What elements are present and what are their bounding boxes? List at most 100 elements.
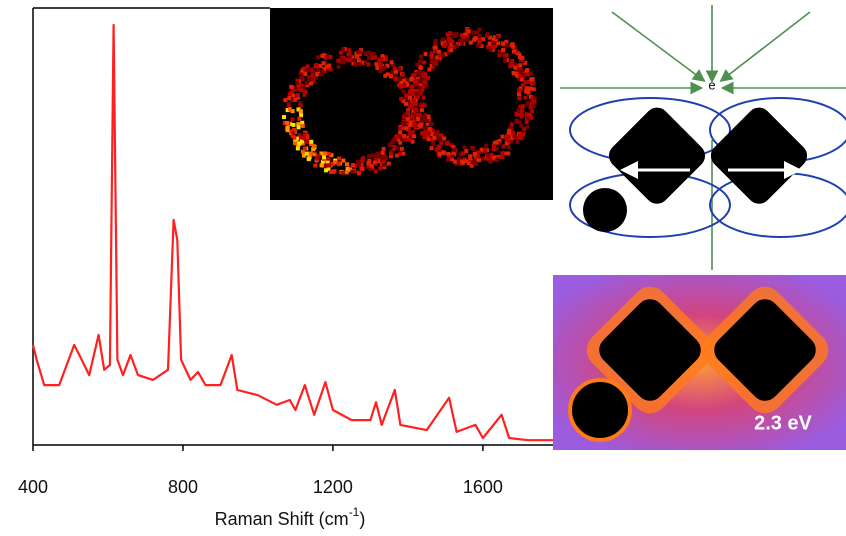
heat-pixel [293,97,298,102]
heat-pixel [368,166,373,171]
heat-pixel [512,49,517,54]
heat-pixel [329,153,334,158]
heat-pixel [500,155,505,160]
heat-pixel [410,139,415,144]
heat-pixel [437,152,442,157]
heat-pixel [372,160,377,165]
heat-pixel [339,57,344,62]
heat-pixel [374,153,379,158]
sers-map-inset [270,8,553,200]
heat-pixel [410,114,415,119]
heat-pixel [421,118,426,123]
heat-pixel [294,136,299,141]
heat-pixel [515,139,520,144]
heat-pixel [305,137,310,142]
heat-pixel [309,139,314,144]
heat-pixel [363,60,368,65]
heat-pixel [421,84,426,89]
heat-pixel [326,67,331,72]
heat-pixel [396,137,401,142]
heat-pixel [319,72,324,77]
heat-pixel [507,128,512,133]
heat-pixel [358,62,363,67]
heat-pixel [354,169,359,174]
heat-pixel [408,123,413,128]
heat-pixel [452,33,457,38]
heat-pixel [412,134,417,139]
heat-pixel [514,49,519,54]
heat-pixel [481,37,486,42]
heat-pixel [414,123,419,128]
heat-pixel [285,125,290,130]
heat-pixel [415,113,420,118]
heat-pixel [383,55,388,60]
heat-pixel [290,117,295,122]
heat-pixel [518,55,523,60]
x-label-sup: -1 [349,505,360,519]
heat-pixel [479,150,484,155]
heat-pixel [494,140,499,145]
heat-pixel [525,72,530,77]
heat-pixel [468,156,473,161]
heat-pixel [407,95,412,100]
heat-pixel [328,54,333,59]
heat-pixel [446,37,451,42]
heat-pixel [286,102,291,107]
heat-pixel [311,147,316,152]
heat-pixel [435,55,440,60]
heat-pixel [370,153,375,158]
heat-pixel [345,166,350,171]
heat-pixel [393,67,398,72]
heat-pixel [485,32,490,37]
heat-pixel [476,150,481,155]
heat-pixel [426,135,431,140]
heat-pixel [388,74,393,79]
heat-pixel [336,64,341,69]
heat-pixel [309,81,314,86]
heat-pixel [442,42,447,47]
heat-pixel [418,83,423,88]
heat-pixel [504,39,509,44]
heat-pixel [501,41,506,46]
heat-pixel [289,98,294,103]
heat-pixel [449,48,454,53]
heat-pixel [484,156,489,161]
heat-pixel [522,126,527,131]
heat-pixel [520,104,525,109]
heat-pixel [304,151,309,156]
heat-pixel [406,120,411,125]
heat-pixel [492,155,497,160]
heat-pixel [380,54,385,59]
heat-pixel [530,96,535,101]
heat-pixel [408,118,413,123]
heat-pixel [318,64,323,69]
heat-pixel [529,115,534,120]
heat-pixel [407,104,412,109]
heat-pixel [511,44,516,49]
heat-pixel [303,72,308,77]
heat-pixel [519,136,524,141]
heat-pixel [312,152,317,157]
heat-pixel [287,95,292,100]
heat-pixel [405,137,410,142]
x-label-end: ) [359,509,365,529]
heat-pixel [513,65,518,70]
heat-pixel [300,68,305,73]
heat-pixel [296,122,301,127]
heat-pixel [433,56,438,61]
x-tick-label: 400 [18,477,48,497]
heat-pixel [388,151,393,156]
heat-pixel [487,41,492,46]
heat-pixel [337,156,342,161]
heat-pixel [475,30,480,35]
heat-pixel [514,111,519,116]
heat-pixel [407,91,412,96]
heat-pixel [400,121,405,126]
heat-pixel [418,59,423,64]
heat-pixel [384,57,389,62]
heat-pixel [524,89,529,94]
heat-pixel [462,157,467,162]
heat-pixel [414,78,419,83]
heat-pixel [504,42,509,47]
